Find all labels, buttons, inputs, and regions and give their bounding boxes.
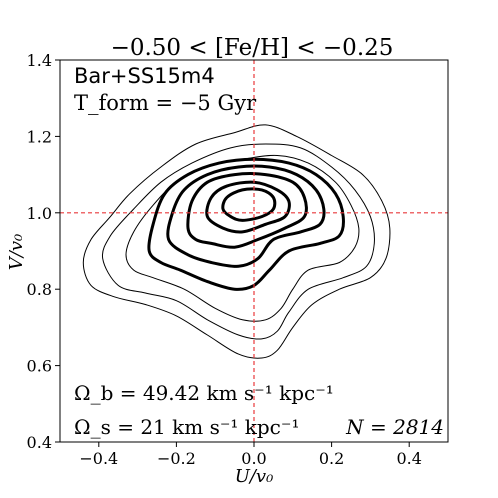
contour-layer <box>82 124 391 359</box>
x-tick-label: 0.2 <box>319 449 344 468</box>
y-tick-label: 1.0 <box>27 204 52 223</box>
x-tick-label: −0.2 <box>157 449 196 468</box>
annotation-omega-b: Ω_b = 49.42 km s⁻¹ kpc⁻¹ <box>74 381 334 405</box>
y-tick-label: 0.8 <box>27 280 52 299</box>
contour-level-8 <box>221 187 277 222</box>
annotation-omega-s: Ω_s = 21 km s⁻¹ kpc⁻¹ <box>74 415 299 439</box>
x-axis: −0.4 −0.2 0.0 0.2 0.4 <box>79 442 422 468</box>
y-axis-label: V/v₀ <box>6 234 27 270</box>
annotation-tform: T_form = −5 Gyr <box>74 91 257 115</box>
contour-level-6 <box>186 172 308 249</box>
chart-title: −0.50 < [Fe/H] < −0.25 <box>111 35 394 61</box>
annotation-model: Bar+SS15m4 <box>74 64 215 88</box>
y-axis: 0.4 0.6 0.8 1.0 1.2 1.4 <box>27 51 60 452</box>
contour-level-4 <box>147 157 345 291</box>
contour-level-5 <box>166 164 326 268</box>
y-tick-label: 1.2 <box>27 127 52 146</box>
x-tick-label: 0.4 <box>396 449 421 468</box>
x-tick-label: 0.0 <box>241 449 266 468</box>
x-tick-label: −0.4 <box>79 449 118 468</box>
contour-level-2 <box>101 143 375 340</box>
annotation-n: N = 2814 <box>345 415 444 439</box>
reference-lines <box>60 60 448 442</box>
contour-level-1 <box>82 124 391 359</box>
y-tick-label: 0.4 <box>27 433 52 452</box>
y-tick-label: 0.6 <box>27 357 52 376</box>
contour-level-7 <box>205 180 291 234</box>
y-tick-label: 1.4 <box>27 51 52 70</box>
x-axis-label: U/v₀ <box>235 466 274 487</box>
